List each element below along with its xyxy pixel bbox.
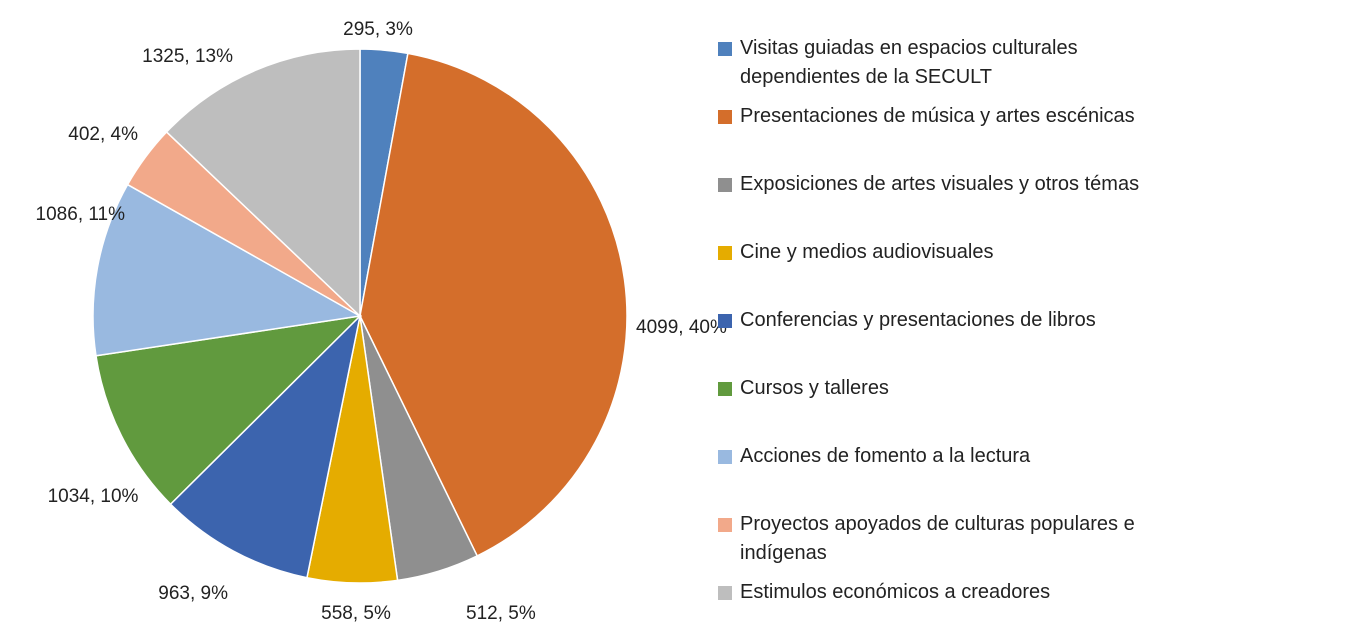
- data-label: 4099, 40%: [636, 317, 727, 338]
- legend-item: Exposiciones de artes visuales y otros t…: [718, 170, 1338, 238]
- legend-label: Conferencias y presentaciones de libros: [740, 309, 1096, 331]
- legend-label: Estimulos económicos a creadores: [740, 581, 1051, 603]
- legend-label: Acciones de fomento a la lectura: [740, 445, 1031, 467]
- legend-label: Cursos y talleres: [740, 377, 889, 399]
- data-label: 512, 5%: [466, 603, 536, 624]
- data-label: 1086, 11%: [36, 204, 126, 225]
- data-label: 1034, 10%: [48, 486, 139, 507]
- legend-swatch: [718, 110, 732, 124]
- legend-label: Visitas guiadas en espacios culturales d…: [740, 37, 1078, 88]
- legend-label: Presentaciones de música y artes escénic…: [740, 105, 1135, 127]
- legend-swatch: [718, 518, 732, 532]
- legend-swatch: [718, 246, 732, 260]
- pie-slice: [95, 314, 363, 506]
- data-label: 1325, 13%: [142, 46, 233, 67]
- legend-label: Proyectos apoyados de culturas populares…: [740, 513, 1135, 564]
- legend-item: Proyectos apoyados de culturas populares…: [718, 510, 1338, 578]
- legend-swatch: [718, 42, 732, 56]
- pie-slice: [92, 183, 363, 357]
- legend-swatch: [718, 450, 732, 464]
- legend-item: Cursos y talleres: [718, 374, 1338, 442]
- legend: Visitas guiadas en espacios culturales d…: [718, 34, 1338, 626]
- legend-swatch: [718, 382, 732, 396]
- legend-swatch: [718, 586, 732, 600]
- data-label: 558, 5%: [321, 603, 391, 624]
- legend-item: Presentaciones de música y artes escénic…: [718, 102, 1338, 170]
- pie-slice: [165, 48, 361, 318]
- data-label: 963, 9%: [158, 583, 228, 604]
- legend-label: Exposiciones de artes visuales y otros t…: [740, 173, 1140, 195]
- legend-item: Conferencias y presentaciones de libros: [718, 306, 1338, 374]
- legend-item: Visitas guiadas en espacios culturales d…: [718, 34, 1338, 102]
- legend-swatch: [718, 314, 732, 328]
- legend-item: Estimulos económicos a creadores: [718, 578, 1338, 626]
- data-label: 295, 3%: [343, 19, 413, 40]
- legend-item: Cine y medios audiovisuales: [718, 238, 1338, 306]
- legend-label: Cine y medios audiovisuales: [740, 241, 994, 263]
- data-label: 402, 4%: [68, 124, 138, 145]
- legend-item: Acciones de fomento a la lectura: [718, 442, 1338, 510]
- legend-swatch: [718, 178, 732, 192]
- pie-slice: [169, 313, 362, 579]
- pie-slice: [359, 52, 628, 557]
